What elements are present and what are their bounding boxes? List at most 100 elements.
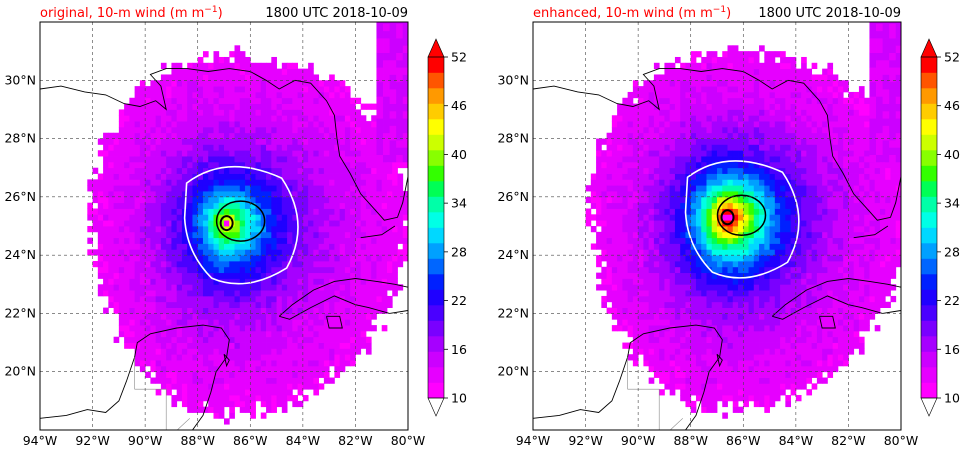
wind-cell xyxy=(208,98,214,104)
wind-cell xyxy=(334,302,340,308)
wind-cell xyxy=(397,255,403,261)
wind-cell xyxy=(664,273,670,279)
wind-cell xyxy=(192,337,198,343)
wind-cell xyxy=(649,284,655,290)
wind-cell xyxy=(675,278,681,284)
wind-cell xyxy=(738,267,744,273)
wind-cell xyxy=(324,115,330,121)
wind-cell xyxy=(633,284,639,290)
wind-cell xyxy=(287,174,293,180)
wind-cell xyxy=(203,302,209,308)
wind-cell xyxy=(622,343,628,349)
wind-cell xyxy=(213,407,219,413)
wind-cell xyxy=(680,331,686,337)
wind-cell xyxy=(250,284,256,290)
wind-cell xyxy=(775,273,781,279)
wind-cell xyxy=(177,296,183,302)
wind-cell xyxy=(203,331,209,337)
wind-cell xyxy=(371,115,377,121)
wind-cell xyxy=(701,214,707,220)
wind-cell xyxy=(743,144,749,150)
wind-cell xyxy=(638,348,644,354)
wind-cell xyxy=(340,115,346,121)
wind-cell xyxy=(770,127,776,133)
wind-cell xyxy=(292,156,298,162)
wind-cell xyxy=(298,378,304,384)
wind-cell xyxy=(256,144,262,150)
wind-cell xyxy=(145,156,151,162)
wind-cell xyxy=(643,273,649,279)
wind-cell xyxy=(261,162,267,168)
wind-cell xyxy=(229,98,235,104)
wind-cell xyxy=(213,273,219,279)
wind-cell xyxy=(324,139,330,145)
wind-cell xyxy=(764,354,770,360)
wind-cell xyxy=(596,232,602,238)
wind-cell xyxy=(387,203,393,209)
wind-cell xyxy=(749,238,755,244)
wind-cell xyxy=(303,214,309,220)
wind-cell xyxy=(140,115,146,121)
wind-cell xyxy=(607,255,613,261)
wind-cell xyxy=(628,290,634,296)
wind-cell xyxy=(759,378,765,384)
wind-cell xyxy=(617,302,623,308)
wind-cell xyxy=(313,343,319,349)
wind-cell xyxy=(87,214,93,220)
wind-cell xyxy=(340,98,346,104)
y-axis-ticks: 30°N28°N26°N24°N22°N20°N xyxy=(4,72,36,378)
wind-cell xyxy=(601,232,607,238)
wind-cell xyxy=(649,348,655,354)
wind-cell xyxy=(743,389,749,395)
wind-cell xyxy=(277,383,283,389)
wind-cell xyxy=(208,249,214,255)
wind-cell xyxy=(334,319,340,325)
wind-cell xyxy=(292,63,298,69)
wind-cell xyxy=(376,96,383,104)
wind-cell xyxy=(601,214,607,220)
wind-cell xyxy=(308,92,314,98)
wind-cell xyxy=(743,115,749,121)
wind-cell xyxy=(675,267,681,273)
wind-cell xyxy=(728,150,734,156)
wind-cell xyxy=(150,214,156,220)
wind-cell xyxy=(261,413,267,419)
wind-cell xyxy=(392,255,398,261)
wind-cell xyxy=(601,278,607,284)
wind-cell xyxy=(397,249,403,255)
wind-cell xyxy=(659,115,665,121)
wind-cell xyxy=(387,209,393,215)
wind-cell xyxy=(319,226,325,232)
wind-cell xyxy=(334,348,340,354)
y-tick-label: 20°N xyxy=(4,364,36,379)
wind-cell xyxy=(633,185,639,191)
wind-cell xyxy=(213,74,219,80)
wind-cell xyxy=(277,162,283,168)
wind-cell xyxy=(403,147,410,155)
wind-cell xyxy=(770,331,776,337)
wind-cell xyxy=(308,109,314,115)
wind-cell xyxy=(298,354,304,360)
wind-cell xyxy=(691,407,697,413)
wind-cell xyxy=(250,80,256,86)
wind-cell xyxy=(219,63,225,69)
wind-cell xyxy=(355,197,361,203)
wind-cell xyxy=(192,179,198,185)
wind-cell xyxy=(261,127,267,133)
wind-cell xyxy=(250,389,256,395)
wind-cell xyxy=(733,313,739,319)
wind-cell xyxy=(403,23,410,31)
wind-cell xyxy=(108,185,114,191)
wind-cell xyxy=(287,109,293,115)
wind-cell xyxy=(282,127,288,133)
wind-cell xyxy=(728,98,734,104)
wind-cell xyxy=(177,109,183,115)
wind-cell xyxy=(685,313,691,319)
wind-cell xyxy=(308,156,314,162)
wind-cell xyxy=(203,104,209,110)
wind-cell xyxy=(659,337,665,343)
wind-cell xyxy=(187,337,193,343)
wind-cell xyxy=(298,366,304,372)
wind-cell xyxy=(161,360,167,366)
wind-cell xyxy=(355,144,361,150)
